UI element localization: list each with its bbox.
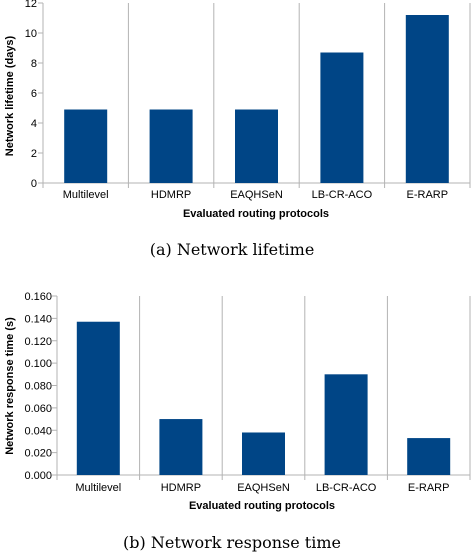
y-tick-label: 12: [25, 0, 37, 10]
chart-b-bars: [76, 321, 451, 475]
y-tick-label: 2: [31, 148, 37, 160]
y-tick-label: 0.040: [24, 425, 52, 437]
chart-b-x-axis-title: Evaluated routing protocols: [189, 500, 335, 512]
y-tick-label: 0.120: [24, 336, 52, 348]
bar-hdmrp: [149, 109, 193, 183]
bar-e-rarp: [405, 15, 449, 183]
y-tick-label: 8: [31, 58, 37, 70]
chart-b-y-ticks: 0.000 0.020 0.040 0.060 0.080 0.100 0.120 0.140…: [24, 291, 57, 482]
bar-eaqhsen: [235, 109, 278, 183]
x-tick-label: LB-CR-ACO: [316, 482, 377, 494]
x-tick-label: Multilevel: [63, 189, 109, 201]
x-tick-label: HDMRP: [151, 189, 191, 201]
y-tick-label: 0.020: [24, 448, 52, 460]
chart-a-grid: [38, 3, 471, 188]
y-tick-label: 0: [31, 178, 37, 190]
chart-a-caption: (a) Network lifetime: [150, 240, 315, 259]
bar-eaqhsen: [242, 432, 285, 475]
chart-a-y-axis-title: Network lifetime (days): [4, 35, 16, 156]
y-tick-label: 10: [25, 28, 37, 40]
chart-a-x-axis-title: Evaluated routing protocols: [183, 208, 329, 220]
y-tick-label: 4: [31, 118, 37, 130]
y-tick-label: 0.000: [24, 470, 52, 482]
y-tick-label: 0.140: [24, 313, 52, 325]
x-tick-label: E-RARP: [408, 482, 450, 494]
chart-b-x-ticks: Multilevel HDMRP EAQHSeN LB-CR-ACO E-RARP: [75, 482, 449, 494]
bar-lb-cr-aco: [324, 374, 368, 475]
y-tick-label: 6: [31, 88, 37, 100]
x-tick-label: Multilevel: [75, 482, 121, 494]
chart-network-response-time: 0.000 0.020 0.040 0.060 0.080 0.100 0.120 0.140…: [4, 291, 471, 552]
chart-a-x-ticks: Multilevel HDMRP EAQHSeN LB-CR-ACO E-RARP: [63, 189, 448, 201]
bar-hdmrp: [159, 419, 203, 475]
y-tick-label: 0.160: [24, 291, 52, 303]
y-tick-label: 0.080: [24, 381, 52, 393]
x-tick-label: LB-CR-ACO: [312, 189, 373, 201]
x-tick-label: E-RARP: [407, 189, 449, 201]
bar-multilevel: [64, 109, 108, 183]
bar-e-rarp: [407, 438, 451, 475]
chart-a-y-ticks: 0 2 4 6 8 10 12: [25, 0, 43, 190]
chart-a-bars: [64, 15, 449, 183]
chart-b-caption: (b) Network response time: [123, 533, 341, 552]
x-tick-label: EAQHSeN: [237, 482, 290, 494]
x-tick-label: HDMRP: [161, 482, 201, 494]
bar-lb-cr-aco: [320, 52, 364, 183]
chart-network-lifetime: 0 2 4 6 8 10 12 Multilevel HDMRP EAQHSeN LB-CR-AC…: [4, 0, 471, 259]
x-tick-label: EAQHSeN: [230, 189, 283, 201]
chart-b-y-axis-title: Network response time (s): [4, 317, 16, 455]
bar-multilevel: [76, 321, 120, 475]
y-tick-label: 0.100: [24, 358, 52, 370]
y-tick-label: 0.060: [24, 403, 52, 415]
